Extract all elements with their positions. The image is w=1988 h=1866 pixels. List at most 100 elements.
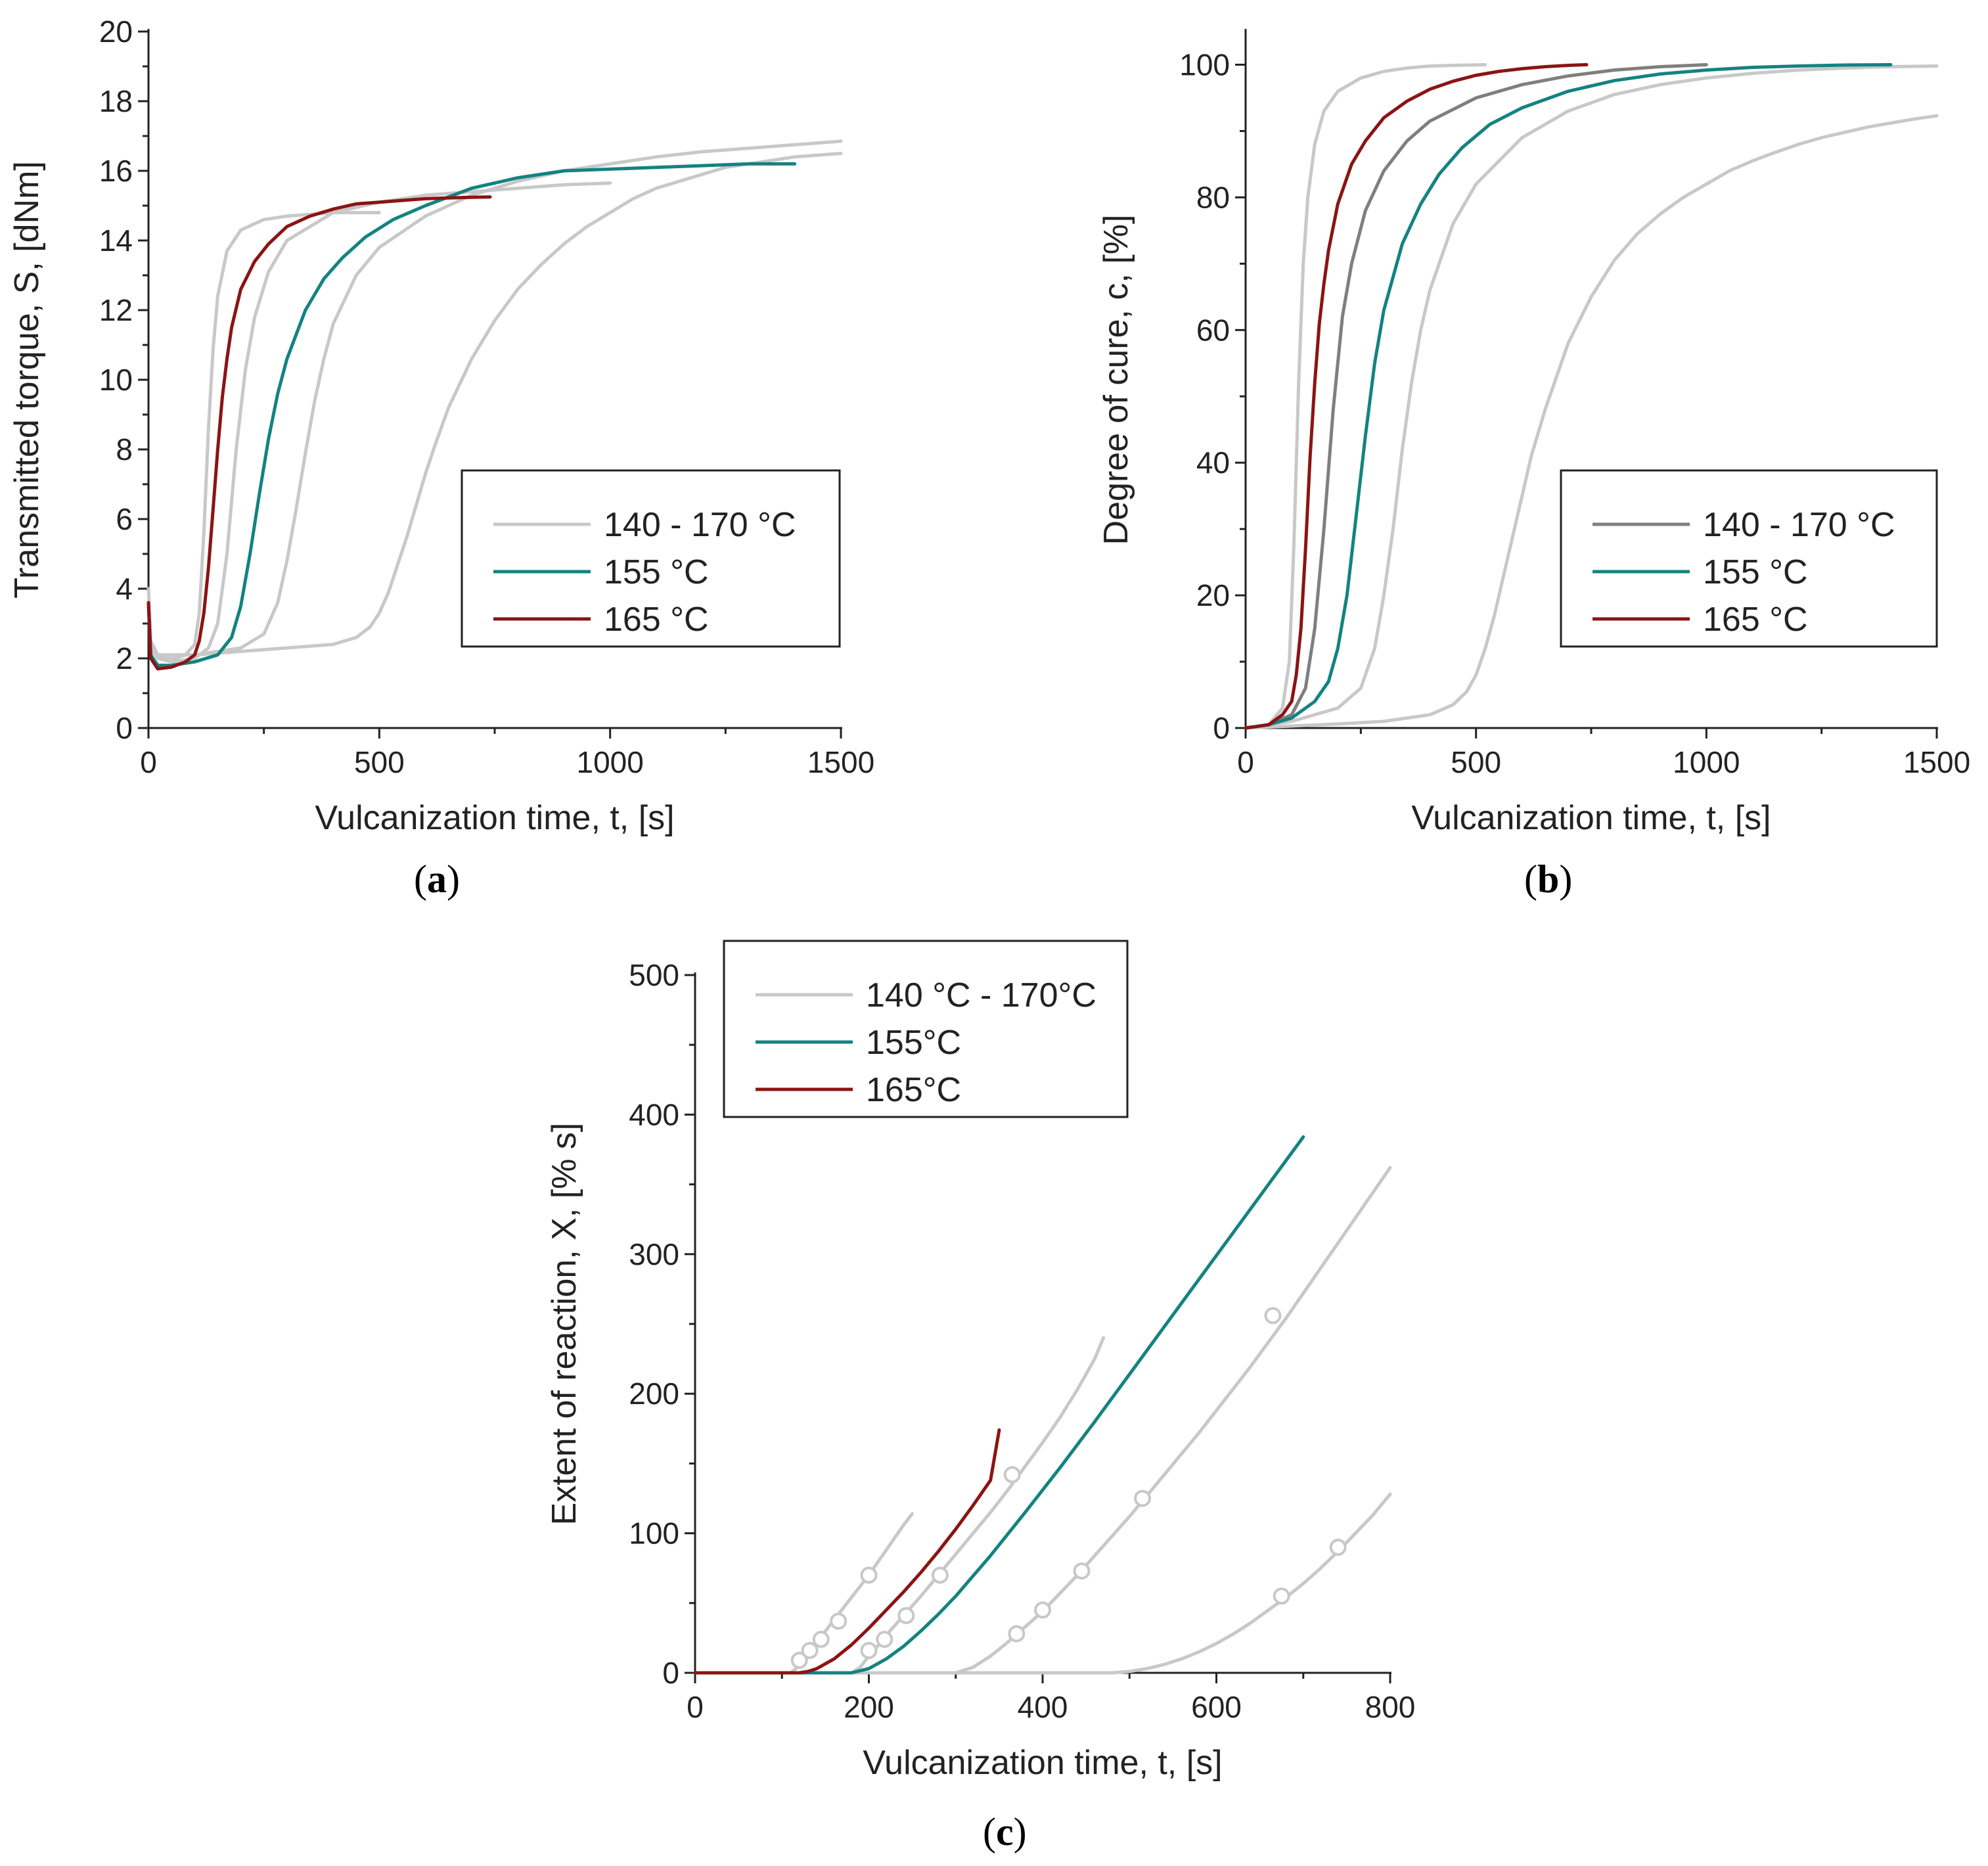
legend: 140 - 170 °C 155 °C 165 °C (1560, 469, 1938, 648)
data-point-marker (931, 1566, 949, 1584)
y-tick-label: 8 (116, 432, 133, 466)
caption-open-paren: ( (414, 857, 427, 901)
y-tick-label: 4 (116, 572, 133, 606)
y-tick-label: 20 (1196, 578, 1230, 612)
legend: 140 °C - 170°C 155°C 165°C (723, 940, 1129, 1118)
data-point-marker (1003, 1466, 1021, 1484)
caption-letter: b (1537, 857, 1559, 901)
y-axis-title: Degree of cure, c, [%] (1097, 215, 1135, 545)
data-point-marker (860, 1642, 878, 1660)
series-line-4 (147, 162, 797, 668)
data-point-marker (1329, 1538, 1347, 1556)
x-tick-label: 200 (844, 1690, 894, 1724)
x-tick-label: 1500 (1903, 745, 1970, 779)
x-tick-label: 400 (1018, 1690, 1068, 1724)
y-tick-label: 0 (662, 1656, 679, 1690)
series-line-4 (693, 1135, 1305, 1675)
data-point-marker (801, 1642, 819, 1660)
legend-label: 165 °C (604, 601, 709, 639)
series-line-3 (147, 152, 843, 657)
y-tick-label: 500 (629, 958, 679, 992)
legend-box (1560, 469, 1938, 648)
chart-c: 0 200 400 600 800 0 100 200 300 400 500 Vulcanizati… (545, 940, 1416, 1854)
series-line-1 (1244, 63, 1708, 730)
series-line-4 (1244, 63, 1893, 730)
data-point-marker (876, 1631, 893, 1649)
chart-a: 0 500 1000 1500 0 2 4 6 8 10 12 14 16 18 20 Vulcanizati… (8, 14, 874, 901)
x-axis-title: Vulcanization time, t, [s] (315, 799, 674, 837)
legend-label: 155 °C (604, 553, 709, 591)
series-line-5 (693, 1428, 1001, 1675)
y-tick-label: 20 (99, 14, 133, 49)
y-tick-label: 60 (1196, 313, 1230, 347)
y-tick-label: 14 (99, 223, 133, 258)
caption-letter: a (427, 857, 447, 901)
x-axis-title: Vulcanization time, t, [s] (863, 1744, 1222, 1782)
legend-label: 155 °C (1703, 553, 1808, 591)
panel-caption: (c) (983, 1810, 1027, 1854)
series-line-5 (147, 195, 492, 671)
y-tick-label: 40 (1196, 445, 1230, 480)
series-line-3 (1244, 114, 1939, 730)
caption-close-paren: ) (447, 857, 460, 901)
y-tick-label: 400 (629, 1097, 679, 1131)
y-tick-label: 10 (99, 363, 133, 397)
x-tick-label: 0 (140, 745, 157, 779)
panel-caption: (b) (1524, 857, 1572, 901)
legend-label: 165 °C (1703, 601, 1808, 639)
y-tick-label: 0 (116, 711, 133, 745)
data-point-marker (1273, 1587, 1290, 1605)
series-line-0 (147, 211, 381, 660)
legend-label: 140 °C - 170°C (866, 976, 1096, 1014)
y-tick-label: 100 (629, 1516, 679, 1551)
data-point-marker (1134, 1490, 1152, 1507)
caption-open-paren: ( (1524, 857, 1537, 901)
y-tick-label: 16 (99, 154, 133, 188)
x-tick-label: 600 (1191, 1690, 1242, 1724)
y-tick-label: 80 (1196, 180, 1230, 214)
caption-close-paren: ) (1014, 1810, 1027, 1854)
y-axis-title: Transmitted torque, S, [dNm] (8, 161, 46, 599)
series-line-2 (1244, 64, 1939, 730)
x-tick-label: 500 (1451, 745, 1501, 779)
y-tick-label: 300 (629, 1237, 679, 1271)
data-point-marker (1073, 1562, 1091, 1580)
legend-label: 140 - 170 °C (1703, 506, 1895, 544)
y-tick-label: 6 (116, 502, 133, 536)
data-point-marker (790, 1651, 808, 1669)
data-point-marker (1008, 1625, 1026, 1643)
y-tick-label: 18 (99, 84, 133, 118)
y-tick-label: 200 (629, 1377, 679, 1411)
y-tick-label: 0 (1213, 711, 1230, 745)
legend-label: 155°C (866, 1024, 961, 1062)
y-tick-label: 12 (99, 293, 133, 327)
data-point-marker (1264, 1307, 1282, 1325)
legend: 140 - 170 °C 155 °C 165 °C (461, 469, 841, 648)
data-point-marker (860, 1566, 878, 1584)
chart-b: 0 500 1000 1500 0 20 40 60 80 100 Vulcanization ti… (1097, 29, 1970, 901)
series-line-5 (1244, 63, 1589, 730)
x-axis-title: Vulcanization time, t, [s] (1411, 799, 1771, 837)
x-tick-label: 0 (1237, 745, 1254, 779)
y-tick-label: 2 (116, 641, 133, 675)
data-point-marker (830, 1612, 847, 1630)
x-tick-label: 500 (354, 745, 405, 779)
x-tick-label: 800 (1365, 1690, 1416, 1724)
x-tick-label: 1500 (807, 745, 874, 779)
y-axis-title: Extent of reaction, X, [% s] (545, 1123, 583, 1526)
data-point-marker (897, 1606, 915, 1624)
series-line-3 (693, 1492, 1392, 1675)
data-point-marker (1034, 1601, 1051, 1619)
caption-close-paren: ) (1559, 857, 1572, 901)
legend-label: 140 - 170 °C (604, 506, 796, 544)
panel-caption: (a) (414, 857, 460, 901)
caption-open-paren: ( (983, 1810, 996, 1854)
series-line-1 (693, 1336, 1106, 1675)
y-tick-label: 100 (1179, 47, 1230, 81)
data-point-marker (812, 1631, 830, 1649)
x-tick-label: 0 (687, 1690, 704, 1724)
caption-letter: c (996, 1810, 1014, 1854)
series-line-0 (1244, 63, 1487, 730)
x-tick-label: 1000 (576, 745, 643, 779)
